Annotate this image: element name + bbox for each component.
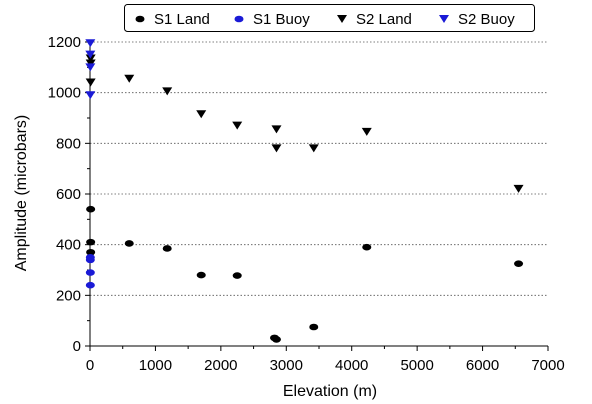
legend-marker-s2-land [337,15,347,23]
data-point-s2-land [85,54,96,63]
y-tick-label: 600 [56,186,81,203]
axes [85,41,549,351]
data-point-s1-land [86,238,96,246]
legend-item-s1-land: S1 Land [135,11,210,28]
data-point-s1-land [271,336,281,343]
legend: S1 Land S1 Buoy S2 Land S2 Buoy [124,4,535,32]
y-tick-label: 1000 [48,85,81,102]
data-point-s1-land [124,240,134,247]
x-tick-labels: 0 1000 2000 3000 4000 5000 6000 7000 [86,357,565,374]
y-tick-label: 1200 [48,34,81,51]
y-tick-label: 0 [73,338,81,355]
data-point-s2-land [361,127,372,136]
x-tick-label: 4000 [335,357,368,374]
y-tick-label: 800 [56,135,81,152]
x-tick-label: 2000 [204,357,237,374]
data-point-s2-buoy [85,91,96,100]
data-point-s1-land [232,272,242,279]
data-point-s2-land [232,121,243,130]
x-axis-title: Elevation (m) [283,383,377,400]
data-point-s2-land [196,110,207,119]
data-point-s2-buoy [85,50,96,59]
data-point-s1-land [86,248,96,256]
data-point-s1-land [162,245,172,252]
legend-item-s2-buoy: S2 Buoy [439,11,515,28]
x-tick-label: 7000 [531,357,564,374]
x-tick-label: 5000 [400,357,433,374]
legend-label-s1-land: S1 Land [154,11,210,28]
data-point-s1-land [362,243,372,251]
x-tick-label: 0 [86,357,94,374]
data-point-s2-land [271,144,282,153]
y-axis-title: Amplitude (microbars) [13,115,30,271]
y-tick-labels: 0 200 400 600 800 1000 1200 [48,34,81,355]
data-point-s1-land [86,205,96,213]
data-point-s2-land [271,125,282,134]
data-point-s1-land [309,323,319,331]
data-points [85,39,524,343]
data-point-s1-land [514,260,524,267]
legend-marker-s2-buoy [439,15,449,23]
grid-lines [90,41,548,296]
data-point-s2-land [162,87,173,96]
legend-label-s2-land: S2 Land [356,11,412,28]
data-point-s2-land [124,74,135,83]
data-point-s1-buoy [85,256,95,264]
legend-marker-s1-land [135,15,145,23]
x-tick-label: 1000 [139,357,172,374]
data-point-s2-buoy [85,63,96,72]
legend-frame [124,4,535,32]
legend-item-s1-buoy: S1 Buoy [234,11,310,28]
data-point-s1-land [196,271,206,279]
y-tick-label: 400 [56,237,81,254]
data-point-s2-land [85,78,96,87]
legend-item-s2-land: S2 Land [337,11,412,28]
x-tick-label: 6000 [466,357,499,374]
legend-marker-s1-buoy [234,15,244,23]
data-point-s1-buoy [85,269,95,276]
data-point-s2-buoy [85,39,96,48]
y-tick-label: 200 [56,287,81,304]
data-point-s2-land [513,184,524,193]
data-point-s1-buoy [85,281,95,289]
legend-label-s2-buoy: S2 Buoy [458,11,515,28]
legend-label-s1-buoy: S1 Buoy [253,11,310,28]
x-tick-label: 3000 [270,357,303,374]
data-point-s2-land [308,144,319,153]
